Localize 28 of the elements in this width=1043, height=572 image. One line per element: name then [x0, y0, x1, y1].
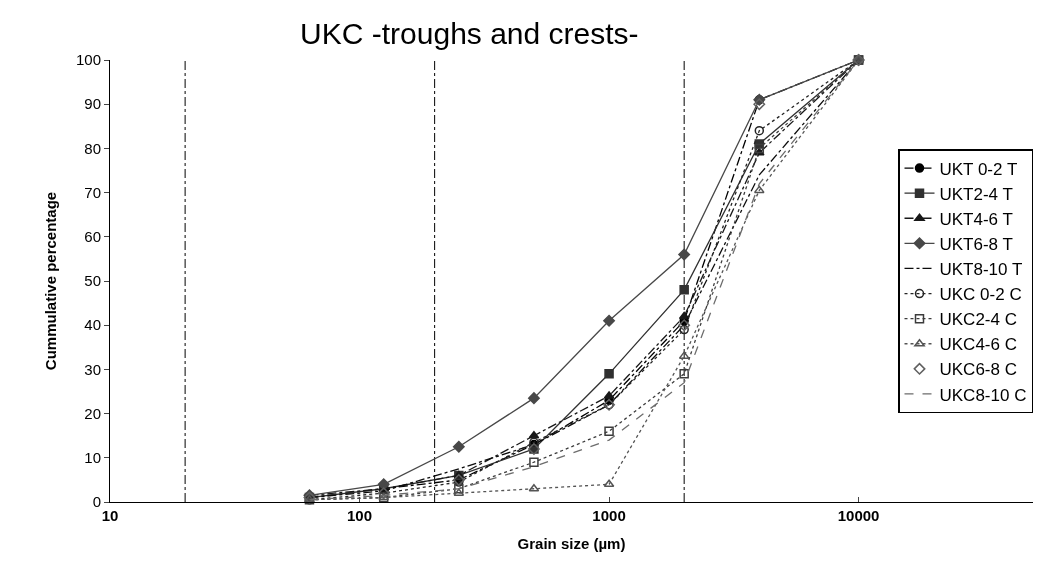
y-tick-label: 90: [84, 95, 101, 113]
y-tick-label: 20: [84, 404, 101, 422]
x-tick-label: 100: [347, 507, 373, 524]
legend-label: UKC 0-2 C: [939, 285, 1022, 305]
x-axis-title: Grain size (µm): [517, 535, 626, 552]
y-tick-label: 10: [84, 449, 101, 467]
legend-label: UKC2-4 C: [939, 310, 1017, 330]
y-tick-label: 0: [92, 493, 101, 511]
chart-title: UKC -troughs and crests-: [300, 16, 639, 50]
legend-label: UKT2-4 T: [939, 184, 1013, 204]
legend-label: UKT 0-2 T: [939, 159, 1018, 179]
y-tick-label: 70: [84, 183, 101, 201]
legend-label: UKT4-6 T: [939, 209, 1013, 229]
x-tick-label: 10: [101, 507, 119, 524]
legend-label: UKC6-8 C: [939, 360, 1017, 380]
y-tick-label: 40: [84, 316, 101, 334]
y-tick-label: 80: [84, 139, 101, 157]
x-tick-label: 10000: [837, 507, 880, 524]
y-tick-label: 30: [84, 360, 101, 378]
y-axis-title: Cummulative percentage: [42, 191, 60, 371]
legend-label: UKT8-10 T: [939, 260, 1023, 280]
y-tick-label: 50: [84, 272, 101, 290]
x-tick-label: 1000: [592, 507, 626, 524]
legend-label: UKC8-10 C: [939, 385, 1027, 405]
legend-label: UKC4-6 C: [939, 335, 1017, 355]
y-tick-label: 60: [84, 228, 101, 246]
y-tick-label: 100: [75, 51, 101, 69]
legend-label: UKT6-8 T: [939, 234, 1013, 254]
